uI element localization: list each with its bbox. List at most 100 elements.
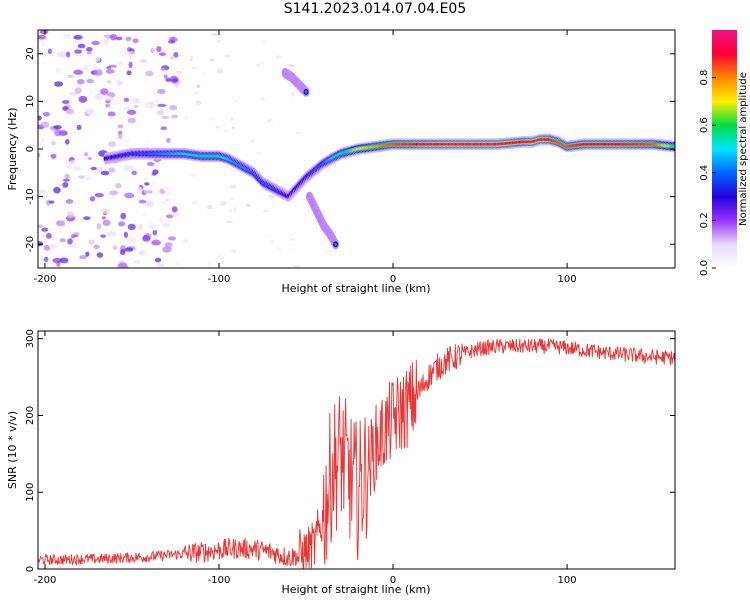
noise-speckle	[143, 139, 153, 143]
noise-speckle	[102, 219, 111, 226]
spectrogram-y-axis-label: Frequency (Hz)	[6, 108, 19, 191]
noise-speckle	[175, 262, 180, 266]
noise-speckle	[158, 52, 167, 56]
noise-speckle	[126, 109, 137, 115]
noise-speckle	[96, 252, 104, 258]
noise-speckle	[122, 50, 128, 55]
colorbar-tick-label: 0.6	[699, 117, 710, 133]
noise-speckle	[59, 257, 69, 264]
noise-speckle	[143, 189, 150, 194]
noise-speckle	[93, 68, 103, 76]
spectrogram-y-tick-label: -10	[25, 188, 36, 204]
noise-speckle	[106, 66, 112, 70]
noise-speckle	[211, 33, 218, 37]
noise-speckle	[261, 40, 268, 44]
noise-speckle	[55, 67, 60, 74]
noise-speckle	[290, 92, 295, 97]
snr-y-tick-label: 200	[25, 406, 36, 425]
noise-speckle	[88, 114, 98, 119]
spectrogram-y-tick-label: -20	[25, 236, 36, 252]
noise-speckle	[77, 43, 86, 49]
noise-speckle	[96, 166, 102, 174]
noise-speckle	[224, 54, 231, 58]
noise-speckle	[127, 223, 136, 231]
noise-speckle	[41, 227, 49, 232]
noise-speckle	[65, 162, 73, 169]
noise-speckle	[62, 178, 70, 182]
noise-speckle	[175, 70, 183, 75]
noise-speckle	[190, 200, 198, 205]
noise-speckle	[73, 69, 83, 75]
noise-speckle	[79, 255, 87, 260]
noise-speckle	[40, 121, 50, 128]
noise-speckle	[124, 192, 135, 199]
snr-x-tick-label: -200	[34, 575, 57, 586]
noise-speckle	[38, 189, 47, 194]
noise-speckle	[38, 241, 44, 247]
colorbar-tick-label: 0.2	[699, 212, 710, 228]
noise-speckle	[260, 97, 266, 101]
snr-y-tick-label: 300	[25, 329, 36, 348]
noise-speckle	[230, 249, 237, 254]
noise-speckle	[152, 229, 158, 236]
noise-speckle	[105, 103, 111, 108]
noise-speckle	[74, 87, 82, 94]
snr-series-line	[38, 338, 675, 569]
noise-speckle	[62, 224, 70, 229]
noise-speckle	[125, 36, 132, 42]
noise-speckle	[72, 244, 77, 249]
noise-speckle	[74, 49, 83, 54]
noise-speckle	[91, 40, 100, 46]
colorbar-ticks: 0.0 0.2 0.4 0.6 0.8	[699, 70, 716, 276]
colorbar-gradient	[712, 30, 737, 268]
noise-speckle	[65, 51, 71, 58]
noise-speckle	[127, 50, 135, 58]
noise-speckle	[117, 81, 124, 85]
noise-speckle	[245, 203, 251, 207]
noise-speckle	[67, 62, 72, 69]
noise-speckle	[61, 100, 70, 104]
noise-speckle	[101, 216, 106, 220]
noise-speckle	[108, 141, 117, 148]
noise-speckle	[120, 171, 126, 175]
snr-frame	[37, 330, 676, 570]
noise-speckle	[54, 129, 63, 137]
noise-speckle	[139, 59, 147, 63]
noise-speckle	[112, 101, 123, 105]
noise-speckle	[89, 196, 96, 202]
noise-speckle	[157, 103, 167, 107]
noise-speckle	[165, 78, 172, 82]
noise-speckle	[38, 34, 47, 40]
noise-speckle	[119, 249, 126, 256]
noise-speckle	[148, 181, 156, 186]
noise-speckle	[158, 201, 165, 207]
noise-speckle	[162, 222, 170, 228]
noise-speckle	[94, 192, 104, 198]
noise-speckle	[171, 114, 179, 119]
spectrogram-x-tick-label: 0	[390, 274, 396, 285]
noise-speckle	[40, 50, 48, 58]
noise-speckle	[138, 223, 143, 231]
noise-speckle	[92, 66, 102, 71]
noise-speckle	[208, 117, 216, 121]
noise-speckle	[76, 124, 82, 131]
noise-speckle	[166, 137, 171, 143]
noise-speckle	[228, 207, 233, 213]
colorbar-tick-label: 0.8	[699, 70, 710, 86]
noise-speckle	[184, 116, 189, 120]
noise-speckle	[163, 74, 168, 79]
noise-speckle	[131, 170, 137, 176]
noise-speckle	[146, 161, 155, 167]
colorbar-tick-label: 0.4	[699, 165, 710, 181]
spectrogram-x-tick-label: -200	[34, 274, 57, 285]
noise-speckle	[229, 197, 235, 200]
noise-speckle	[150, 47, 155, 54]
noise-speckle	[67, 74, 74, 79]
noise-speckle	[157, 88, 166, 95]
noise-speckle	[144, 103, 152, 108]
noise-speckle	[165, 33, 172, 39]
snr-axes: -200 -100 0 100 0 100 200 300	[25, 329, 675, 586]
noise-speckle	[138, 250, 147, 256]
noise-speckle	[64, 173, 70, 179]
noise-speckle	[65, 138, 70, 145]
